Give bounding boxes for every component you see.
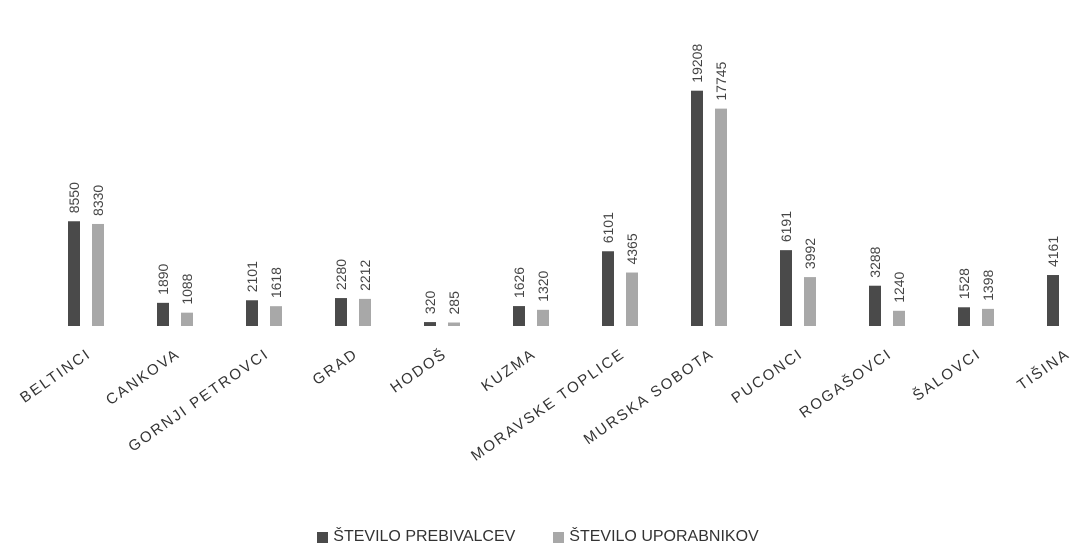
bar-uporabnikov-3 <box>359 298 371 326</box>
bar-uporabnikov-5 <box>537 309 549 326</box>
category-label-2: GORNJI PETROVCI <box>125 345 272 455</box>
bar-prebivalcev-11 <box>1047 275 1059 326</box>
bar-uporabnikov-8 <box>804 277 816 326</box>
data-label-prebivalcev-11: 4161 <box>1045 236 1061 267</box>
data-label-uporabnikov-4: 285 <box>446 291 462 315</box>
data-label-prebivalcev-4: 320 <box>422 291 438 315</box>
data-label-uporabnikov-6: 4365 <box>624 233 640 264</box>
chart-legend: ŠTEVILO PREBIVALCEV ŠTEVILO UPORABNIKOV <box>0 528 1076 546</box>
category-label-8: PUCONCI <box>728 345 806 407</box>
bar-prebivalcev-8 <box>780 250 792 326</box>
bar-uporabnikov-10 <box>982 308 994 326</box>
data-label-prebivalcev-2: 2101 <box>244 261 260 292</box>
bar-prebivalcev-7 <box>691 90 703 327</box>
bar-uporabnikov-2 <box>270 306 282 326</box>
category-label-6: MORAVSKE TOPLICE <box>468 345 628 464</box>
bar-uporabnikov-1 <box>181 312 193 326</box>
data-label-uporabnikov-0: 8330 <box>90 185 106 216</box>
category-label-11: TIŠINA <box>1014 345 1073 394</box>
legend-item-uporabnikov: ŠTEVILO UPORABNIKOV <box>553 528 759 546</box>
category-label-10: ŠALOVCI <box>910 345 984 404</box>
data-label-uporabnikov-9: 1240 <box>891 271 907 302</box>
bar-prebivalcev-5 <box>513 306 525 326</box>
data-label-prebivalcev-5: 1626 <box>511 267 527 298</box>
data-label-prebivalcev-10: 1528 <box>956 268 972 299</box>
category-label-3: GRAD <box>309 345 361 388</box>
bar-prebivalcev-1 <box>157 302 169 326</box>
data-label-uporabnikov-1: 1088 <box>179 273 195 304</box>
bar-prebivalcev-0 <box>68 221 80 326</box>
bar-uporabnikov-0 <box>92 223 104 326</box>
category-label-4: HODOŠ <box>387 345 450 396</box>
data-label-uporabnikov-10: 1398 <box>980 270 996 301</box>
legend-label-uporabnikov: ŠTEVILO UPORABNIKOV <box>569 528 759 545</box>
data-label-prebivalcev-0: 8550 <box>66 182 82 213</box>
category-label-0: BELTINCI <box>17 345 94 406</box>
bar-prebivalcev-3 <box>335 298 347 326</box>
legend-item-prebivalcev: ŠTEVILO PREBIVALCEV <box>317 528 515 546</box>
data-label-prebivalcev-3: 2280 <box>333 259 349 290</box>
data-label-prebivalcev-7: 19208 <box>689 44 705 83</box>
bar-prebivalcev-10 <box>958 307 970 326</box>
data-label-prebivalcev-9: 3288 <box>867 246 883 277</box>
category-label-1: CANKOVA <box>103 345 183 408</box>
category-label-9: ROGAŠOVCI <box>796 345 895 421</box>
bar-uporabnikov-9 <box>893 310 905 326</box>
data-label-prebivalcev-1: 1890 <box>155 263 171 294</box>
data-label-uporabnikov-7: 17745 <box>713 61 729 100</box>
bar-prebivalcev-6 <box>602 251 614 326</box>
data-label-uporabnikov-2: 1618 <box>268 267 284 298</box>
category-label-5: KUZMA <box>478 345 539 395</box>
data-label-uporabnikov-3: 2212 <box>357 260 373 291</box>
bar-prebivalcev-4 <box>424 322 436 326</box>
data-label-uporabnikov-8: 3992 <box>802 238 818 269</box>
bar-uporabnikov-4 <box>448 322 460 326</box>
bar-prebivalcev-9 <box>869 285 881 326</box>
bar-prebivalcev-2 <box>246 300 258 326</box>
data-label-prebivalcev-8: 6191 <box>778 211 794 242</box>
legend-swatch-prebivalcev <box>317 531 329 543</box>
legend-swatch-uporabnikov <box>553 531 565 543</box>
bar-uporabnikov-7 <box>715 108 727 326</box>
bar-uporabnikov-6 <box>626 272 638 326</box>
data-label-prebivalcev-6: 6101 <box>600 212 616 243</box>
bar-chart: 8550 8330 BELTINCI 1890 1088 CANKOVA 2101 1618 G… <box>17 44 1073 465</box>
legend-label-prebivalcev: ŠTEVILO PREBIVALCEV <box>333 528 516 545</box>
data-label-uporabnikov-5: 1320 <box>535 270 551 301</box>
